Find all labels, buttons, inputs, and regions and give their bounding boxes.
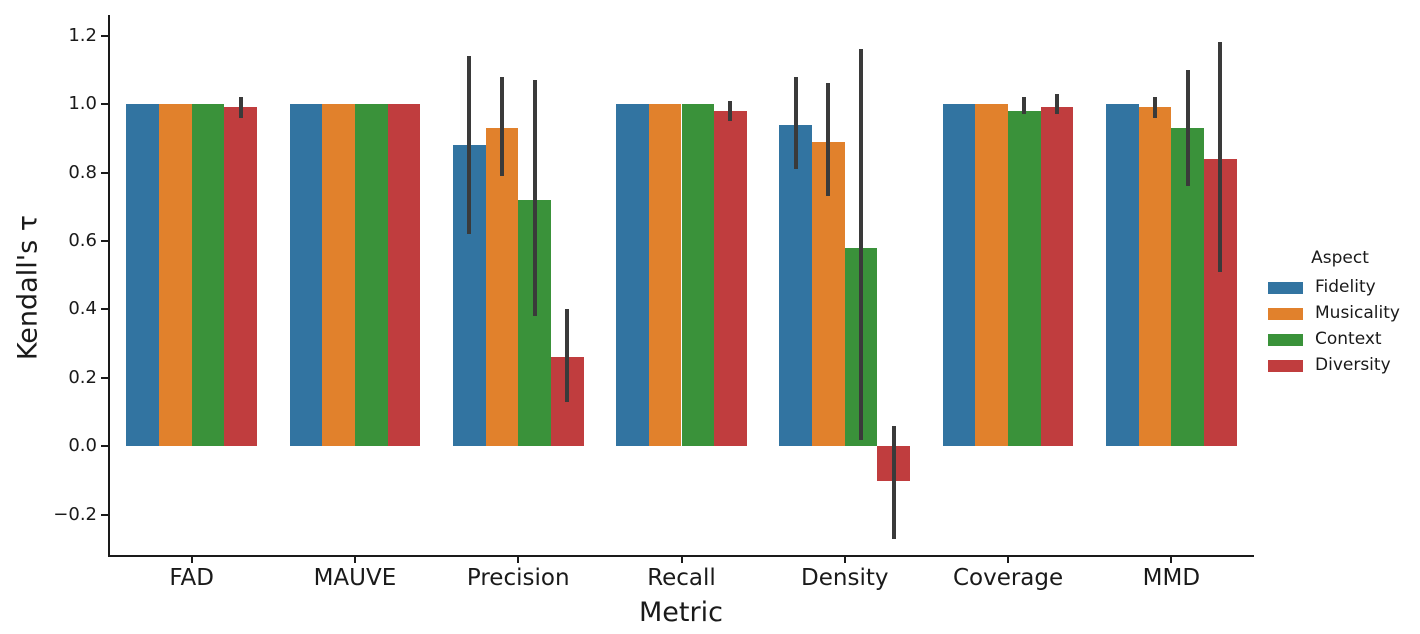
legend-label-fidelity: Fidelity [1315, 277, 1376, 297]
bar-context-mauve [354, 104, 388, 447]
bar-musicality-mmd [1138, 107, 1172, 447]
y-tick-label: 1.0 [68, 93, 97, 115]
error-bar-diversity-coverage [1055, 93, 1060, 115]
error-bar-diversity-recall [728, 100, 733, 122]
legend-items: Fidelity Musicality Context Diversity [1262, 275, 1418, 379]
y-tick-mark [101, 34, 108, 37]
error-bar-fidelity-precision [467, 56, 472, 235]
y-tick-label: 0.8 [68, 161, 97, 183]
legend-swatch-context [1268, 334, 1303, 346]
error-bar-diversity-density [891, 425, 896, 539]
bar-musicality-recall [648, 104, 682, 447]
x-axis-label: Metric [639, 597, 723, 628]
bar-fidelity-mmd [1106, 104, 1139, 447]
y-tick-label: 1.2 [68, 24, 97, 46]
y-axis-label: Kendall's τ [12, 214, 44, 361]
y-axis-spine [108, 15, 110, 557]
bar-diversity-recall [714, 110, 747, 447]
y-tick-label: 0.2 [68, 366, 97, 388]
x-tick-label: Density [801, 565, 889, 591]
bar-fidelity-mauve [289, 104, 323, 447]
y-tick-mark [101, 445, 108, 448]
x-tick-label: Precision [466, 565, 570, 591]
error-bar-musicality-density [826, 83, 831, 197]
legend-title: Aspect [1311, 248, 1369, 268]
bar-musicality-mauve [322, 104, 355, 447]
bar-diversity-mauve [387, 104, 421, 447]
y-tick-mark [101, 171, 108, 174]
x-tick-mark [517, 556, 520, 563]
x-tick-mark [1170, 556, 1173, 563]
x-tick-mark [1007, 556, 1010, 563]
bar-diversity-fad [224, 107, 257, 447]
legend-label-context: Context [1315, 329, 1382, 349]
y-tick-mark [101, 103, 108, 106]
error-bar-musicality-precision [499, 76, 504, 176]
y-tick-label: 0.4 [68, 298, 97, 320]
legend-swatch-fidelity [1268, 282, 1303, 294]
bar-musicality-fad [158, 104, 192, 447]
y-tick-mark [101, 513, 108, 516]
x-tick-mark [190, 556, 193, 563]
y-tick-mark [101, 376, 108, 379]
legend-item-diversity: Diversity [1262, 353, 1418, 379]
legend-item-fidelity: Fidelity [1262, 275, 1418, 301]
error-bar-diversity-precision [565, 309, 570, 402]
x-tick-mark [680, 556, 683, 563]
bar-context-coverage [1008, 110, 1041, 447]
bar-fidelity-coverage [942, 104, 976, 447]
bar-diversity-coverage [1040, 107, 1074, 447]
error-bar-context-mmd [1185, 69, 1190, 187]
bar-musicality-precision [485, 127, 519, 447]
legend-item-musicality: Musicality [1262, 301, 1418, 327]
error-bar-context-density [859, 49, 864, 440]
legend: Aspect Fidelity Musicality Context Diversit… [1262, 248, 1418, 379]
bar-musicality-coverage [975, 104, 1009, 447]
error-bar-diversity-fad [238, 97, 243, 118]
legend-swatch-diversity [1268, 360, 1303, 372]
legend-item-context: Context [1262, 327, 1418, 353]
error-bar-context-coverage [1022, 97, 1027, 115]
x-tick-label: MMD [1142, 565, 1201, 591]
x-tick-label: Recall [647, 565, 716, 591]
y-tick-mark [101, 239, 108, 242]
y-tick-label: 0.6 [68, 229, 97, 251]
bar-fidelity-density [779, 124, 813, 447]
x-tick-label: MAUVE [313, 565, 397, 591]
bar-fidelity-recall [616, 104, 649, 447]
bar-context-fad [191, 104, 225, 447]
error-bar-context-precision [532, 80, 537, 317]
x-tick-mark [353, 556, 356, 563]
legend-label-musicality: Musicality [1315, 303, 1400, 323]
error-bar-musicality-mmd [1153, 97, 1158, 118]
y-tick-label: 0.0 [68, 435, 97, 457]
error-bar-fidelity-density [793, 76, 798, 170]
error-bar-diversity-mmd [1218, 42, 1223, 272]
bar-context-recall [681, 104, 715, 447]
legend-swatch-musicality [1268, 308, 1303, 320]
bar-fidelity-fad [126, 104, 159, 447]
x-tick-mark [843, 556, 846, 563]
legend-label-diversity: Diversity [1315, 355, 1391, 375]
x-tick-label: FAD [169, 565, 214, 591]
y-tick-mark [101, 308, 108, 311]
x-tick-label: Coverage [952, 565, 1064, 591]
y-tick-label: −0.2 [53, 503, 97, 525]
